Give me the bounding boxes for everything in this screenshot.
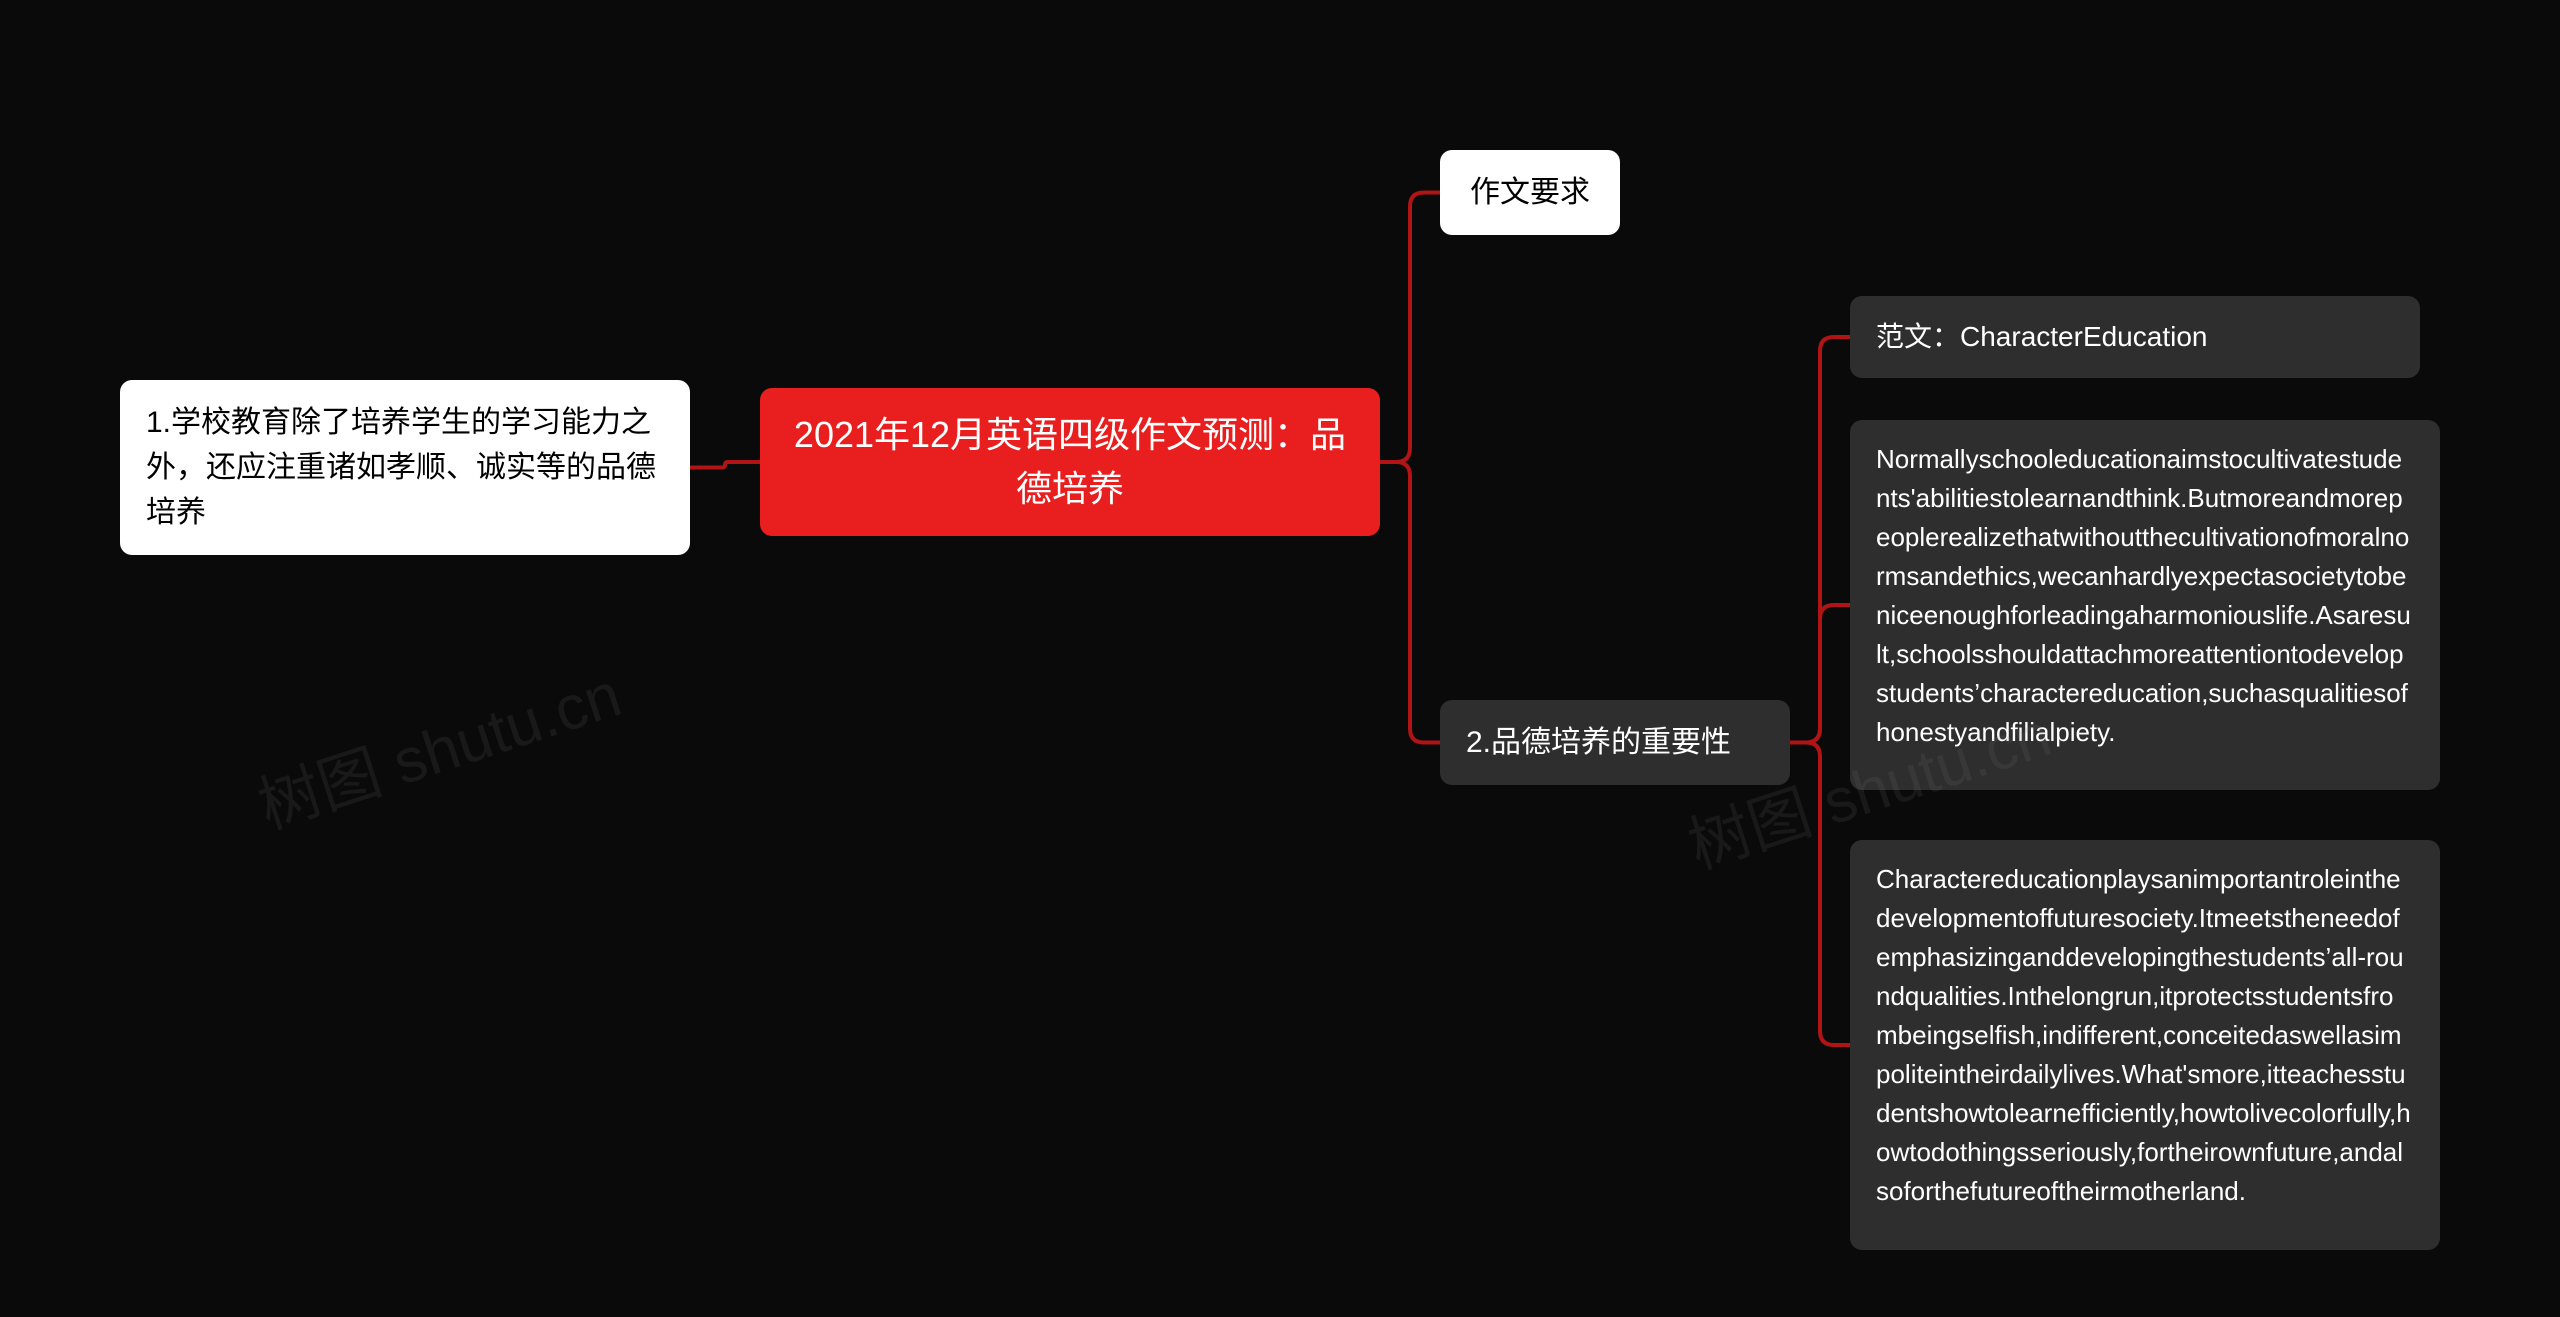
mindmap-node-detail3[interactable]: Charactereducationplaysanimportantrolein…	[1850, 840, 2440, 1250]
node-text: Charactereducationplaysanimportantrolein…	[1876, 864, 2411, 1206]
node-text: 1.学校教育除了培养学生的学习能力之外，还应注重诸如孝顺、诚实等的品德培养	[146, 406, 656, 529]
mindmap-node-detail2[interactable]: Normallyschooleducationaimstocultivatest…	[1850, 420, 2440, 790]
edge	[1790, 605, 1850, 743]
edge	[690, 462, 760, 468]
mindmap-node-detail1[interactable]: 范文：CharacterEducation	[1850, 296, 2420, 378]
node-text: 2021年12月英语四级作文预测：品德培养	[786, 408, 1354, 516]
mindmap-node-midRight[interactable]: 2.品德培养的重要性	[1440, 700, 1790, 785]
mindmap-node-center[interactable]: 2021年12月英语四级作文预测：品德培养	[760, 388, 1380, 536]
node-text: 2.品德培养的重要性	[1466, 726, 1731, 759]
node-text: Normallyschooleducationaimstocultivatest…	[1876, 444, 2411, 747]
mindmap-node-left1[interactable]: 1.学校教育除了培养学生的学习能力之外，还应注重诸如孝顺、诚实等的品德培养	[120, 380, 690, 555]
mindmap-node-topRight[interactable]: 作文要求	[1440, 150, 1620, 235]
node-text: 作文要求	[1470, 170, 1590, 215]
edge	[1380, 193, 1440, 463]
edge	[1790, 743, 1850, 1046]
watermark: 树图 shutu.cn	[245, 644, 630, 846]
node-text: 范文：CharacterEducation	[1876, 321, 2207, 352]
edge	[1790, 337, 1850, 743]
edge	[1380, 462, 1440, 743]
